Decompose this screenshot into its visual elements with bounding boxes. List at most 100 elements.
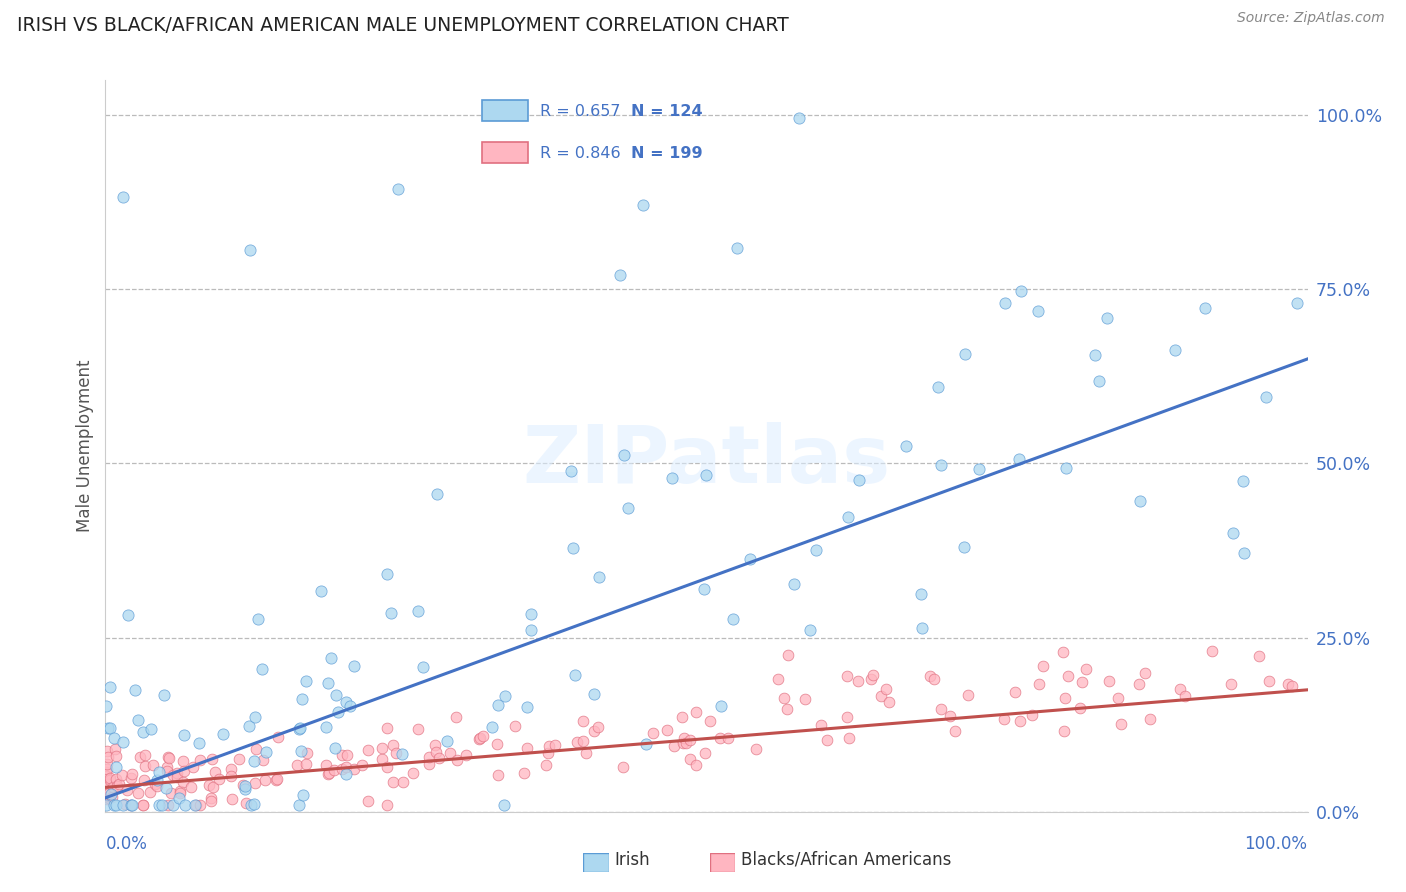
Point [943, 723, 966, 738]
Point [1133, 666, 1156, 681]
Point [582, 723, 605, 738]
Point [162, 797, 184, 812]
Point [335, 747, 357, 762]
Point [1233, 545, 1256, 559]
Point [294, 674, 316, 689]
Point [117, 783, 139, 797]
Point [96, 792, 118, 806]
Point [162, 768, 184, 782]
Point [699, 714, 721, 729]
Point [148, 797, 170, 812]
Point [201, 751, 224, 765]
Point [1010, 714, 1032, 728]
Point [134, 759, 156, 773]
Point [1053, 690, 1076, 705]
Point [132, 724, 155, 739]
Point [167, 791, 190, 805]
Point [238, 719, 260, 733]
Point [679, 732, 702, 747]
Point [371, 752, 394, 766]
Point [127, 786, 149, 800]
Point [96, 777, 118, 791]
Point [323, 740, 346, 755]
Point [772, 690, 794, 705]
Text: Irish: Irish [614, 851, 650, 869]
Point [745, 741, 768, 756]
Point [1076, 662, 1098, 676]
Point [693, 582, 716, 596]
Point [325, 688, 347, 702]
Point [204, 765, 226, 780]
Point [235, 779, 257, 793]
Point [245, 775, 267, 789]
Point [641, 725, 664, 739]
Point [200, 794, 222, 808]
Point [675, 736, 697, 750]
Point [335, 767, 357, 781]
Point [766, 672, 789, 686]
Point [97, 789, 120, 803]
Point [208, 772, 231, 786]
Point [156, 760, 179, 774]
Point [96, 698, 118, 713]
Point [695, 468, 717, 483]
Point [380, 607, 402, 621]
Point [837, 509, 859, 524]
Point [111, 768, 134, 782]
Point [97, 750, 120, 764]
Point [157, 751, 180, 765]
Point [371, 740, 394, 755]
Point [835, 669, 858, 683]
Point [96, 789, 118, 804]
Point [439, 746, 461, 760]
Point [721, 612, 744, 626]
Point [134, 747, 156, 762]
Point [94, 773, 117, 788]
Point [1286, 295, 1309, 310]
Point [173, 728, 195, 742]
Point [318, 765, 340, 780]
Point [612, 760, 634, 774]
Point [315, 719, 337, 733]
Point [267, 730, 290, 744]
Point [96, 744, 118, 758]
Point [385, 746, 408, 760]
Point [1139, 712, 1161, 726]
Point [330, 748, 353, 763]
Point [661, 471, 683, 485]
Point [672, 736, 695, 750]
Point [142, 757, 165, 772]
Point [228, 752, 250, 766]
Point [105, 797, 128, 812]
Point [1021, 708, 1043, 723]
Point [315, 758, 337, 772]
Point [1174, 690, 1197, 704]
Point [157, 749, 180, 764]
Point [1277, 677, 1299, 691]
Point [673, 731, 696, 746]
Point [105, 779, 128, 793]
Point [94, 797, 117, 812]
Point [294, 756, 316, 771]
Point [114, 797, 136, 811]
Point [613, 449, 636, 463]
Point [169, 786, 191, 800]
Point [679, 752, 702, 766]
Point [486, 698, 509, 712]
Point [343, 762, 366, 776]
Point [494, 689, 516, 703]
Point [1053, 724, 1076, 739]
Point [285, 758, 308, 772]
Point [132, 797, 155, 812]
Point [381, 775, 404, 789]
Point [1097, 674, 1119, 689]
Point [387, 182, 409, 196]
Point [350, 758, 373, 772]
Point [111, 190, 134, 204]
Point [150, 797, 173, 812]
Point [425, 745, 447, 759]
Point [1194, 301, 1216, 315]
Point [264, 772, 287, 787]
Point [1026, 303, 1049, 318]
Point [685, 757, 707, 772]
